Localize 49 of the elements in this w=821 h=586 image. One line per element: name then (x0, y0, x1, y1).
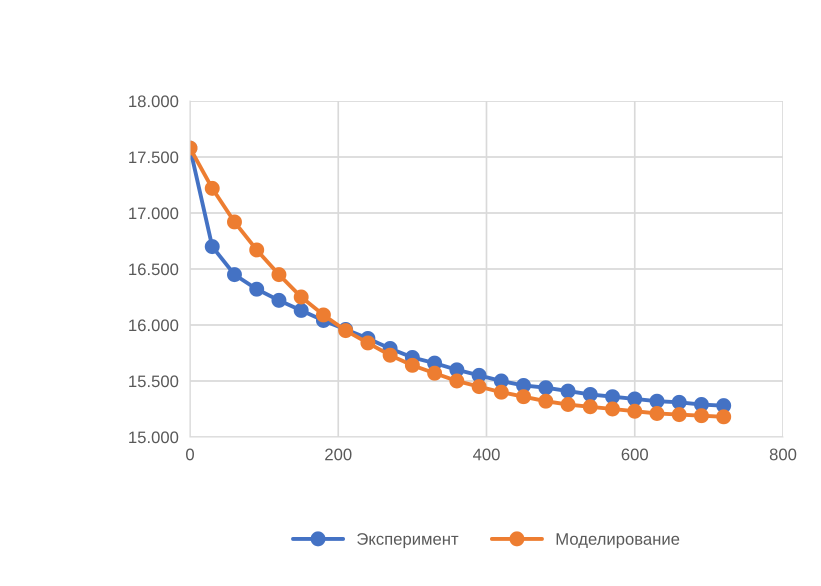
point (249, 282, 264, 297)
y-tick-label: 15.000 (129, 431, 178, 444)
x-tick-label: 0 (186, 448, 194, 460)
point (560, 384, 576, 399)
point (249, 242, 264, 258)
point (672, 394, 687, 410)
point (605, 402, 620, 416)
x-tick-label: 800 (770, 448, 796, 460)
point (716, 409, 732, 424)
point (204, 180, 220, 196)
point (382, 348, 398, 363)
point (672, 407, 687, 422)
point (360, 335, 376, 350)
point (605, 389, 620, 404)
point (538, 394, 554, 409)
point (271, 267, 286, 282)
point (650, 394, 664, 409)
y-tick-label: 18.000 (129, 95, 178, 108)
point (582, 399, 598, 414)
point (227, 214, 242, 230)
x-tick-label: 600 (622, 448, 648, 460)
point (204, 239, 220, 254)
point (627, 404, 642, 419)
point (650, 406, 664, 421)
point (404, 358, 420, 373)
point (560, 397, 576, 412)
y-tick-label: 17.500 (129, 151, 178, 164)
legend-label: Моделирование (556, 533, 680, 548)
x-tick-label: 200 (325, 448, 352, 460)
point (582, 386, 598, 402)
x-tick-label: 400 (472, 448, 500, 460)
point (427, 366, 442, 381)
point (494, 384, 509, 400)
y-tick-label: 16.500 (129, 263, 178, 276)
y-tick-label: 16.000 (129, 319, 178, 332)
point (294, 302, 309, 318)
point (472, 379, 487, 394)
point (316, 307, 331, 322)
point (694, 408, 709, 424)
legend-label: Эксперимент (357, 533, 458, 548)
point (271, 292, 286, 308)
point (627, 391, 642, 406)
y-tick-label: 15.500 (129, 375, 178, 388)
point (516, 389, 532, 404)
point (227, 267, 242, 282)
point (294, 290, 309, 304)
point (538, 380, 554, 396)
y-tick-label: 17.000 (129, 207, 178, 220)
point (449, 374, 464, 388)
